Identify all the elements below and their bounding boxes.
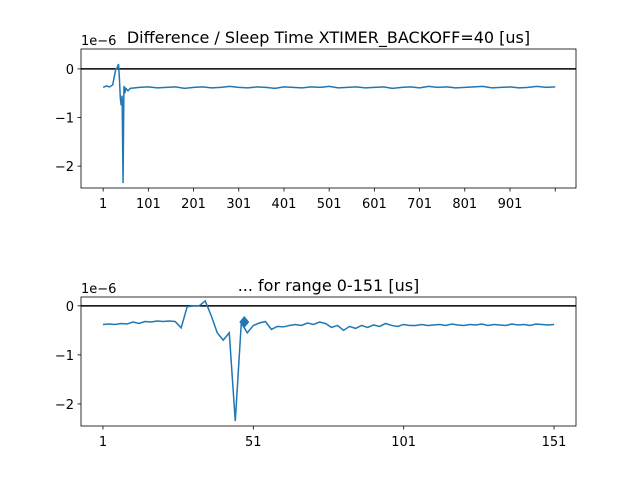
x-tick-label: 51 (245, 435, 262, 450)
x-tick-label: 1 (99, 435, 107, 450)
axes-frame (80, 48, 577, 189)
y-offset-label: 1e−6 (81, 282, 116, 297)
x-tick-label: 101 (136, 197, 161, 212)
x-tick-label: 1 (99, 197, 107, 212)
x-tick-label: 701 (407, 197, 432, 212)
x-tick-label: 151 (542, 435, 567, 450)
y-tick-label: −1 (55, 112, 74, 127)
x-tick-label: 201 (181, 197, 206, 212)
chart-title: ... for range 0-151 [us] (238, 276, 420, 295)
x-tick-label: 301 (226, 197, 251, 212)
x-tick-label: 601 (362, 197, 387, 212)
y-offset-label: 1e−6 (81, 34, 116, 49)
x-tick-label: 401 (272, 197, 297, 212)
x-tick-label: 501 (317, 197, 342, 212)
y-tick-label: 0 (66, 63, 74, 78)
data-line (102, 299, 555, 422)
y-tick-label: −2 (55, 160, 74, 175)
x-tick-label: 101 (391, 435, 416, 450)
y-tick-label: 0 (66, 300, 74, 315)
marker-point (239, 316, 250, 329)
data-line (102, 63, 556, 184)
x-tick-label: 801 (452, 197, 477, 212)
y-tick-label: −1 (55, 349, 74, 364)
y-tick-label: −2 (55, 398, 74, 413)
axes-frame (80, 296, 577, 427)
x-tick-label: 901 (498, 197, 523, 212)
chart-title: Difference / Sleep Time XTIMER_BACKOFF=4… (127, 28, 530, 48)
